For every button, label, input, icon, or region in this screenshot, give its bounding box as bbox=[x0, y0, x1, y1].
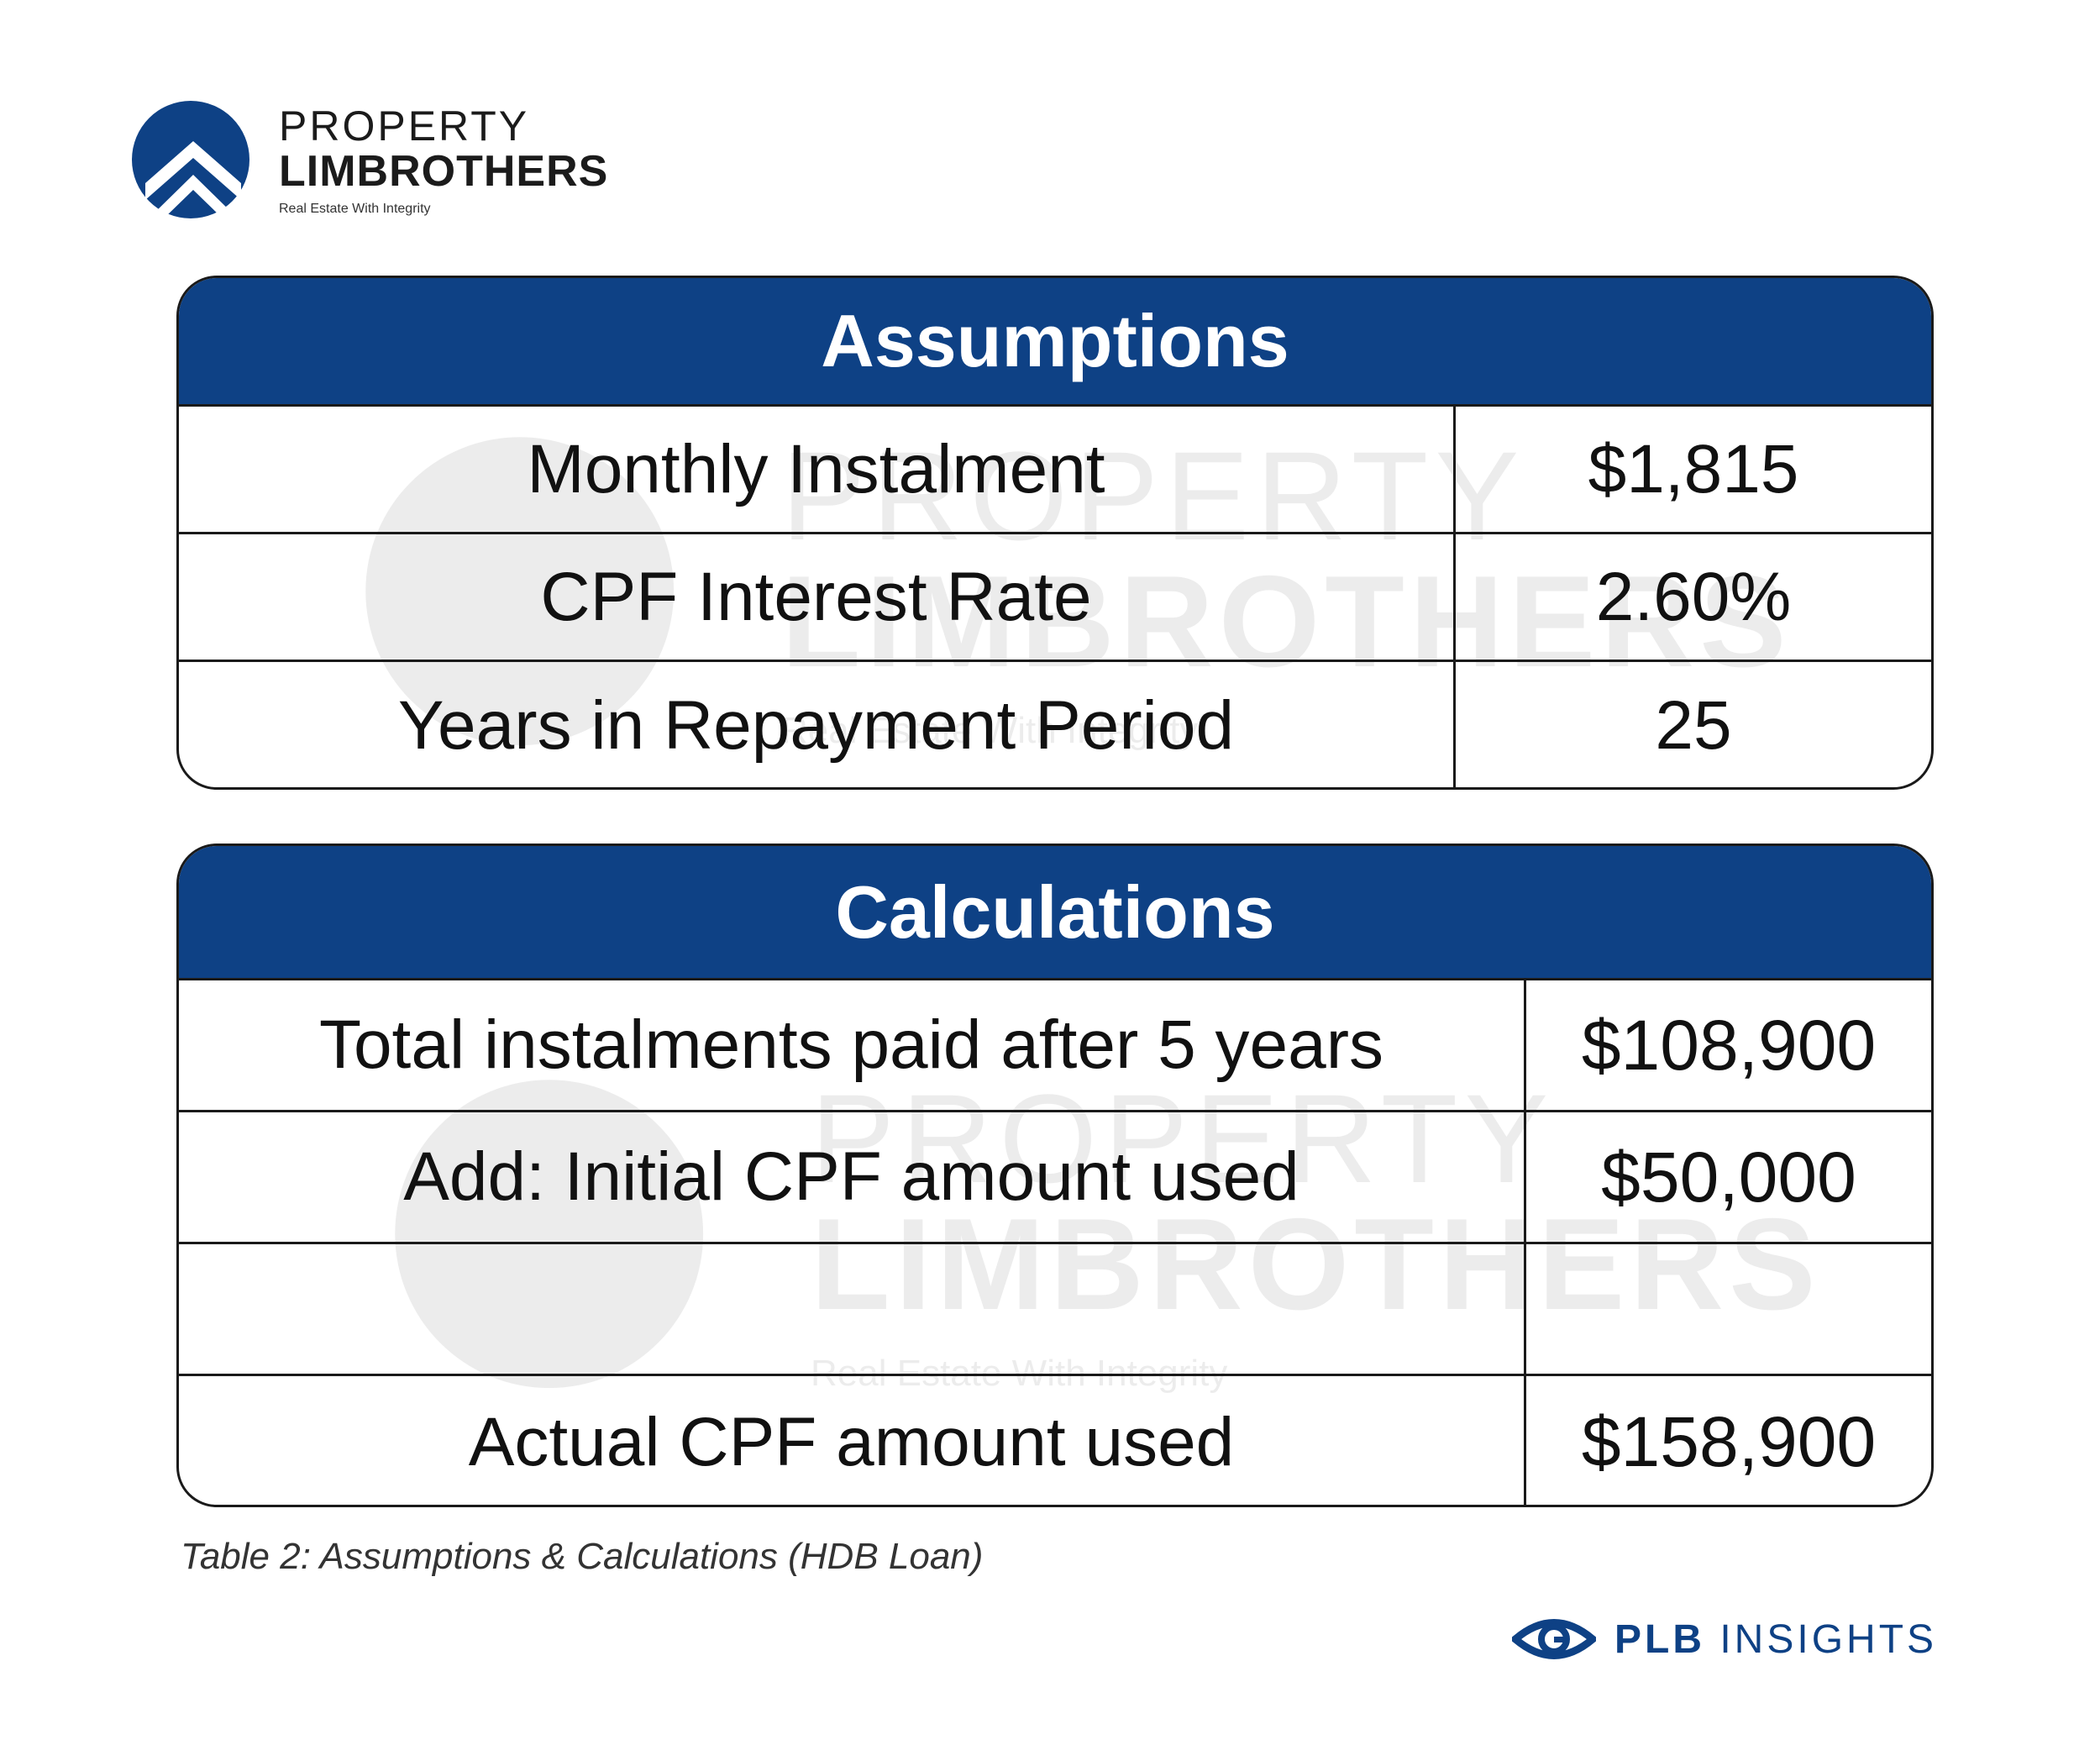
plb-insights-label: PLB INSIGHTS bbox=[1614, 1616, 1937, 1663]
row-label: Years in Repayment Period bbox=[179, 662, 1456, 787]
brand-name-line1: PROPERTY bbox=[279, 102, 530, 150]
assumptions-title: Assumptions bbox=[179, 278, 1931, 407]
table-row: Total instalments paid after 5 years $10… bbox=[179, 980, 1931, 1112]
row-label: Total instalments paid after 5 years bbox=[179, 980, 1526, 1110]
row-label: Monthly Instalment bbox=[179, 407, 1456, 532]
assumptions-table: Assumptions Monthly Instalment $1,815 CP… bbox=[176, 276, 1934, 790]
row-value: $158,900 bbox=[1581, 1402, 1877, 1481]
eye-icon bbox=[1512, 1619, 1596, 1659]
plb-insights-bold: PLB bbox=[1614, 1616, 1705, 1662]
brand-logo: PROPERTY LIMBROTHERS Real Estate With In… bbox=[130, 99, 608, 221]
plb-insights-badge: PLB INSIGHTS bbox=[1512, 1613, 1937, 1665]
row-value bbox=[1526, 1244, 1931, 1374]
table-row: Add: Initial CPF amount used $50,000 bbox=[179, 1112, 1931, 1244]
row-label: Add: Initial CPF amount used bbox=[179, 1112, 1526, 1242]
row-value: 2.60% bbox=[1595, 558, 1792, 635]
row-label bbox=[179, 1244, 1526, 1374]
plb-insights-rest: INSIGHTS bbox=[1705, 1616, 1938, 1662]
calculations-table: Calculations Total instalments paid afte… bbox=[176, 844, 1934, 1507]
row-value: 25 bbox=[1655, 687, 1732, 764]
brand-name-line2: LIMBROTHERS bbox=[279, 146, 609, 196]
row-label: Actual CPF amount used bbox=[179, 1376, 1526, 1505]
row-label: CPF Interest Rate bbox=[179, 534, 1456, 660]
table-row-empty bbox=[179, 1244, 1931, 1376]
row-value: $108,900 bbox=[1581, 1005, 1877, 1085]
table-row: Years in Repayment Period 25 bbox=[179, 662, 1931, 787]
table-row-total: Actual CPF amount used $158,900 bbox=[179, 1376, 1931, 1505]
table-row: CPF Interest Rate 2.60% bbox=[179, 534, 1931, 662]
row-value: $1,815 bbox=[1588, 430, 1799, 507]
calculations-title: Calculations bbox=[179, 846, 1931, 980]
row-value: $50,000 bbox=[1601, 1137, 1856, 1217]
house-roof-logo-icon bbox=[132, 101, 249, 218]
table-caption: Table 2: Assumptions & Calculations (HDB… bbox=[181, 1536, 984, 1577]
brand-tagline: Real Estate With Integrity bbox=[279, 201, 431, 216]
table-row: Monthly Instalment $1,815 bbox=[179, 407, 1931, 534]
